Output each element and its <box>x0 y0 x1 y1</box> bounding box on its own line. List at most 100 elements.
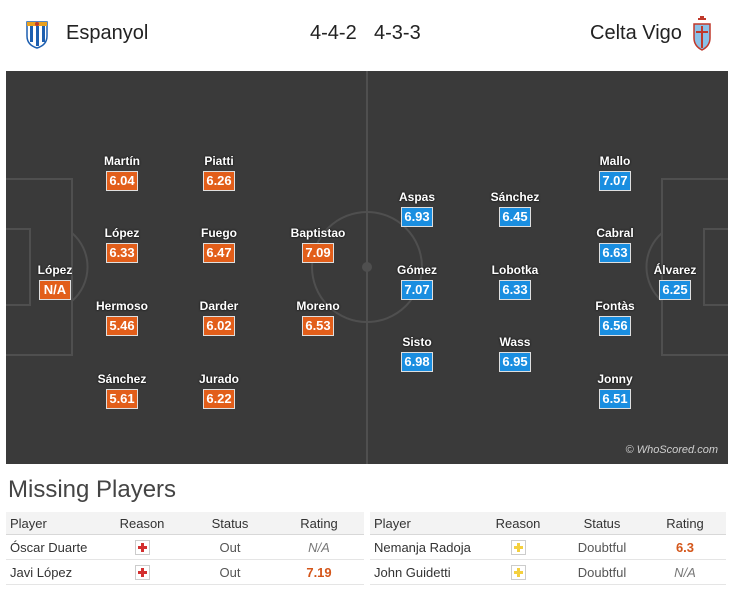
espanyol-crest-icon <box>26 21 48 49</box>
player-name: Sisto <box>402 335 432 349</box>
away-player-midfielder[interactable]: Lobotka 6.33 <box>485 263 545 300</box>
player-rating: 6.53 <box>302 316 334 336</box>
away-player-centre-back[interactable]: Cabral 6.63 <box>585 226 645 263</box>
player-rating: 6.45 <box>499 207 531 227</box>
missing-player-name[interactable]: John Guidetti <box>370 559 476 585</box>
match-header: Espanyol 4-4-2 4-3-3 Celta Vigo <box>0 0 730 68</box>
rating-cell: 6.3 <box>644 534 726 560</box>
away-missing-table: Player Reason Status Rating Nemanja Rado… <box>370 512 726 585</box>
player-name: Darder <box>199 299 239 313</box>
player-rating: N/A <box>39 280 71 300</box>
player-name: Álvarez <box>653 263 697 277</box>
away-player-forward[interactable]: Aspas 6.93 <box>387 190 447 227</box>
away-player-forward[interactable]: Sisto 6.98 <box>387 335 447 372</box>
missing-player-name[interactable]: Javi López <box>6 559 98 585</box>
missing-player-name[interactable]: Nemanja Radoja <box>370 534 476 560</box>
column-header-status: Status <box>560 512 644 535</box>
player-name: Baptistao <box>290 226 346 240</box>
player-rating: 7.09 <box>302 243 334 263</box>
table-row: John Guidetti Doubtful N/A <box>370 559 726 585</box>
status-cell: Doubtful <box>560 559 644 585</box>
home-missing-table: Player Reason Status Rating Óscar Duarte… <box>6 512 364 585</box>
away-player-centre-back[interactable]: Fontàs 6.56 <box>585 299 645 336</box>
home-player-centre-mid[interactable]: Fuego 6.47 <box>189 226 249 263</box>
missing-player-name[interactable]: Óscar Duarte <box>6 534 98 560</box>
table-row: Javi López Out 7.19 <box>6 559 364 585</box>
player-rating: 6.63 <box>599 243 631 263</box>
player-name: Martín <box>104 154 140 168</box>
doubtful-icon <box>510 565 526 581</box>
rating-cell: N/A <box>644 559 726 585</box>
player-rating: 6.47 <box>203 243 235 263</box>
celta-crest-icon <box>693 16 711 51</box>
player-name: Wass <box>499 335 531 349</box>
home-player-forward[interactable]: Moreno 6.53 <box>288 299 348 336</box>
home-player-centre-back[interactable]: López 6.33 <box>92 226 152 263</box>
injury-icon <box>134 540 150 556</box>
home-formation: 4-4-2 <box>310 22 357 44</box>
column-header-reason: Reason <box>476 512 560 535</box>
pitch-lines <box>6 71 728 464</box>
player-rating: 6.51 <box>599 389 631 409</box>
player-name: López <box>37 263 73 277</box>
column-header-status: Status <box>186 512 274 535</box>
player-name: Piatti <box>204 154 234 168</box>
player-rating: 6.95 <box>499 352 531 372</box>
player-rating: 6.02 <box>203 316 235 336</box>
away-player-left-back[interactable]: Jonny 6.51 <box>585 372 645 409</box>
player-name: López <box>104 226 140 240</box>
player-rating: 6.33 <box>499 280 531 300</box>
column-header-reason: Reason <box>98 512 186 535</box>
table-row: Óscar Duarte Out N/A <box>6 534 364 560</box>
away-team-name[interactable]: Celta Vigo <box>590 22 682 44</box>
player-name: Fontàs <box>595 299 635 313</box>
player-name: Hermoso <box>95 299 148 313</box>
rating-cell: N/A <box>274 534 364 560</box>
table-header-row: Player Reason Status Rating <box>370 512 726 535</box>
missing-players-title: Missing Players <box>8 476 177 503</box>
away-player-goalkeeper[interactable]: Álvarez 6.25 <box>645 263 705 300</box>
player-rating: 7.07 <box>401 280 433 300</box>
status-cell: Doubtful <box>560 534 644 560</box>
home-player-left-back[interactable]: Sánchez 5.61 <box>92 372 152 409</box>
home-player-forward[interactable]: Baptistao 7.09 <box>288 226 348 263</box>
player-rating: 5.61 <box>106 389 138 409</box>
reason-cell <box>476 559 560 585</box>
player-name: Lobotka <box>491 263 539 277</box>
away-formation: 4-3-3 <box>374 22 421 44</box>
table-row: Nemanja Radoja Doubtful 6.3 <box>370 534 726 560</box>
player-name: Gómez <box>396 263 437 277</box>
column-header-player: Player <box>6 512 98 535</box>
reason-cell <box>98 559 186 585</box>
player-name: Mallo <box>599 154 631 168</box>
home-player-right-mid[interactable]: Piatti 6.26 <box>189 154 249 191</box>
player-name: Sánchez <box>490 190 540 204</box>
player-rating: 6.93 <box>401 207 433 227</box>
player-name: Jonny <box>597 372 633 386</box>
home-player-left-mid[interactable]: Jurado 6.22 <box>189 372 249 409</box>
home-player-right-back[interactable]: Martín 6.04 <box>92 154 152 191</box>
home-player-centre-mid[interactable]: Darder 6.02 <box>189 299 249 336</box>
reason-cell <box>98 534 186 560</box>
player-rating: 6.26 <box>203 171 235 191</box>
player-name: Cabral <box>596 226 634 240</box>
away-player-midfielder[interactable]: Wass 6.95 <box>485 335 545 372</box>
doubtful-icon <box>510 540 526 556</box>
player-rating: 6.98 <box>401 352 433 372</box>
player-rating: 6.22 <box>203 389 235 409</box>
home-player-goalkeeper[interactable]: López N/A <box>25 263 85 300</box>
column-header-rating: Rating <box>644 512 726 535</box>
table-header-row: Player Reason Status Rating <box>6 512 364 535</box>
away-player-forward[interactable]: Gómez 7.07 <box>387 263 447 300</box>
away-player-right-back[interactable]: Mallo 7.07 <box>585 154 645 191</box>
column-header-player: Player <box>370 512 476 535</box>
column-header-rating: Rating <box>274 512 364 535</box>
player-name: Moreno <box>296 299 340 313</box>
home-player-centre-back[interactable]: Hermoso 5.46 <box>92 299 152 336</box>
home-team-name[interactable]: Espanyol <box>66 22 149 44</box>
injury-icon <box>134 565 150 581</box>
away-player-midfielder[interactable]: Sánchez 6.45 <box>485 190 545 227</box>
reason-cell <box>476 534 560 560</box>
status-cell: Out <box>186 559 274 585</box>
rating-cell: 7.19 <box>274 559 364 585</box>
